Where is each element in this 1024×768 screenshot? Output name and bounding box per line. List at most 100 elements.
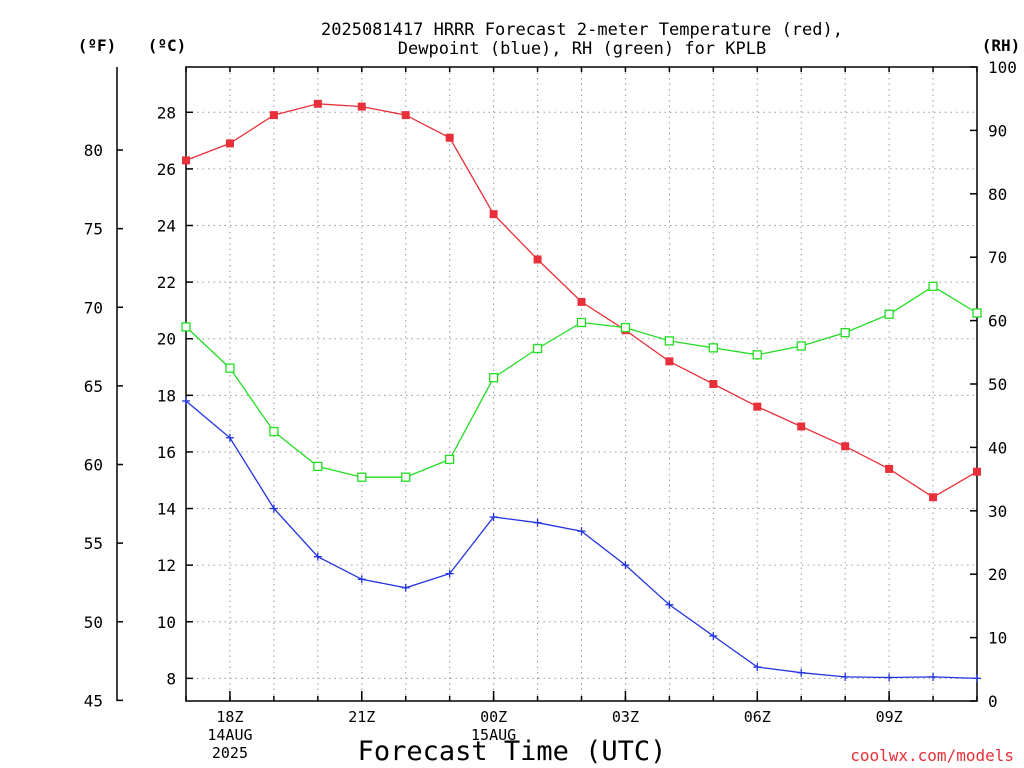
dewpoint-point — [621, 561, 630, 570]
rh-point — [488, 373, 499, 383]
rh-point — [225, 363, 235, 373]
temperature-point — [401, 111, 410, 120]
dewpoint-point — [357, 575, 366, 584]
rh-tick-label: 30 — [988, 502, 1007, 521]
fahrenheit-tick-label: 80 — [84, 141, 103, 160]
dewpoint-point — [709, 631, 718, 640]
rh-tick-label: 10 — [988, 629, 1007, 648]
temperature-point — [841, 442, 850, 451]
credit-link[interactable]: coolwx.com/models — [850, 746, 1014, 765]
celsius-tick-label: 12 — [157, 556, 176, 575]
temperature-point — [753, 402, 762, 411]
fahrenheit-tick-label: 75 — [84, 220, 103, 239]
dewpoint-point — [313, 552, 322, 561]
dewpoint-point — [841, 672, 850, 681]
rh-point — [269, 426, 279, 437]
rh-point — [928, 281, 938, 292]
rh-point — [181, 322, 191, 332]
dewpoint-point — [929, 672, 938, 681]
rh-tick-label: 0 — [988, 692, 998, 711]
rh-point — [752, 350, 762, 360]
fahrenheit-tick-label: 55 — [84, 534, 103, 553]
rh-tick-label: 50 — [988, 375, 1007, 394]
celsius-tick-label: 26 — [157, 160, 176, 179]
dewpoint-point — [401, 583, 410, 592]
x-tick-label: 03Z — [612, 708, 639, 726]
rh-point — [884, 309, 894, 319]
fahrenheit-tick-label: 45 — [84, 691, 103, 710]
temperature-point — [973, 467, 981, 476]
rh-unit-label: (RH) — [982, 36, 1021, 55]
rh-tick-label: 40 — [988, 438, 1007, 457]
celsius-tick-label: 24 — [157, 217, 176, 236]
rh-tick-label: 20 — [988, 565, 1007, 584]
dewpoint-point — [665, 600, 674, 609]
celsius-tick-label: 16 — [157, 443, 176, 462]
rh-point — [401, 472, 411, 482]
temperature-point — [665, 357, 674, 366]
temperature-point — [709, 380, 718, 388]
tick-labels: 8 10 12 14 16 18 20 22 24 26 28 45 50 55 60 65 70 75 80 0 10… — [84, 58, 1017, 762]
x-tick-label: 21Z — [348, 708, 375, 726]
dewpoint-point — [973, 674, 981, 683]
rh-point — [972, 308, 982, 318]
rh-tick-label: 60 — [988, 312, 1007, 331]
temperature-point — [182, 156, 190, 165]
fahrenheit-unit-label: (ºF) — [78, 36, 117, 55]
dewpoint-point — [753, 663, 762, 672]
temperature-point — [929, 493, 938, 502]
x-tick-label: 09Z — [876, 708, 903, 726]
celsius-unit-label: (ºC) — [148, 36, 187, 55]
fahrenheit-tick-label: 70 — [84, 298, 103, 317]
x-tick-label: 15AUG — [471, 726, 516, 744]
dewpoint-point — [269, 504, 278, 513]
x-tick-label: 14AUG — [207, 726, 252, 744]
rh-tick-label: 90 — [988, 121, 1007, 140]
temperature-point — [533, 255, 542, 264]
temperature-point — [577, 297, 586, 306]
fahrenheit-tick-label: 60 — [84, 456, 103, 475]
celsius-tick-label: 18 — [157, 386, 176, 405]
rh-tick-label: 80 — [988, 185, 1007, 204]
rh-point — [532, 343, 543, 354]
dewpoint-point — [182, 396, 190, 405]
celsius-tick-label: 20 — [157, 330, 176, 349]
celsius-tick-label: 10 — [157, 613, 176, 632]
celsius-tick-label: 22 — [157, 273, 176, 292]
celsius-tick-label: 8 — [166, 669, 176, 688]
temperature-point — [269, 111, 278, 120]
dewpoint-line — [185, 400, 978, 680]
dewpoint-point — [885, 673, 894, 682]
temperature-point — [313, 99, 322, 108]
x-tick-label: 18Z — [216, 708, 243, 726]
rh-point — [313, 461, 323, 472]
rh-tick-label: 70 — [988, 248, 1007, 267]
rh-point — [708, 343, 718, 353]
fahrenheit-tick-label: 50 — [84, 613, 103, 632]
x-tick-label: 06Z — [744, 708, 771, 726]
dewpoint-point — [225, 433, 234, 442]
dewpoint-point — [577, 527, 586, 536]
temperature-point — [797, 422, 806, 431]
temperature-point — [885, 464, 894, 473]
rh-point — [445, 454, 455, 465]
rh-point — [357, 472, 367, 482]
chart-title-line2: Dewpoint (blue), RH (green) for KPLB — [398, 39, 766, 59]
temperature-point — [357, 102, 366, 111]
dewpoint-point — [533, 518, 542, 527]
temperature-point — [445, 133, 454, 142]
x-axis-title: Forecast Time (UTC) — [358, 736, 667, 767]
dewpoint-point — [489, 513, 498, 522]
dewpoint-point — [445, 569, 454, 578]
chart-title-line1: 2025081417 HRRR Forecast 2-meter Tempera… — [321, 20, 843, 40]
rh-point — [620, 322, 631, 333]
grid-lines — [186, 67, 977, 701]
plot-frame — [185, 66, 978, 702]
series-lines — [181, 99, 982, 683]
rh-point — [840, 327, 850, 338]
x-tick-label: 00Z — [480, 708, 507, 726]
axes — [116, 66, 978, 702]
dewpoint-point — [797, 668, 806, 677]
x-tick-label: 2025 — [212, 744, 248, 762]
